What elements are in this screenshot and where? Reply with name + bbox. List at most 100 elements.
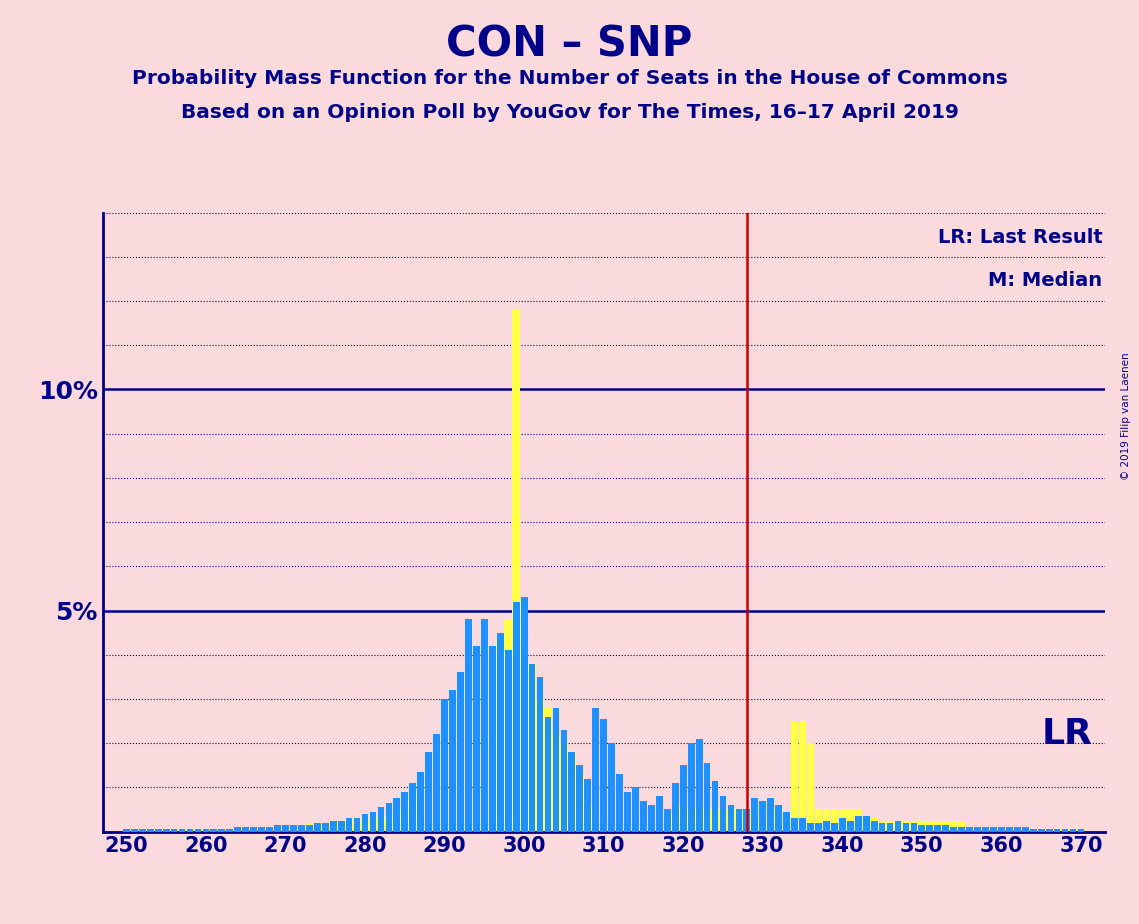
- Bar: [257, 827, 265, 832]
- Bar: [958, 827, 965, 832]
- Text: M: Median: M: Median: [989, 272, 1103, 290]
- Bar: [584, 779, 591, 832]
- Bar: [616, 792, 623, 832]
- Bar: [346, 819, 352, 832]
- Text: CON – SNP: CON – SNP: [446, 23, 693, 65]
- Bar: [1014, 827, 1021, 832]
- Bar: [568, 754, 575, 832]
- Bar: [608, 743, 615, 832]
- Bar: [473, 646, 480, 832]
- Bar: [1046, 830, 1052, 832]
- Bar: [838, 809, 846, 832]
- Bar: [449, 721, 457, 832]
- Bar: [958, 821, 966, 832]
- Bar: [816, 822, 822, 832]
- Bar: [966, 827, 974, 832]
- Bar: [760, 800, 767, 832]
- Bar: [393, 809, 401, 832]
- Bar: [521, 602, 527, 832]
- Bar: [297, 825, 305, 832]
- Bar: [942, 821, 950, 832]
- Bar: [830, 809, 838, 832]
- Bar: [528, 663, 535, 832]
- Bar: [321, 822, 329, 832]
- Bar: [806, 743, 814, 832]
- Bar: [369, 811, 376, 832]
- Bar: [918, 821, 926, 832]
- Bar: [377, 819, 385, 832]
- Bar: [784, 811, 790, 832]
- Bar: [950, 821, 958, 832]
- Bar: [672, 814, 679, 832]
- Bar: [1062, 830, 1068, 832]
- Bar: [719, 809, 727, 832]
- Bar: [187, 830, 194, 832]
- Bar: [870, 821, 877, 832]
- Bar: [489, 655, 497, 832]
- Bar: [243, 827, 249, 832]
- Bar: [544, 717, 551, 832]
- Bar: [560, 743, 567, 832]
- Bar: [974, 827, 982, 832]
- Bar: [409, 783, 416, 832]
- Bar: [219, 830, 226, 832]
- Bar: [648, 805, 655, 832]
- Bar: [155, 830, 162, 832]
- Bar: [776, 805, 782, 832]
- Bar: [966, 827, 973, 832]
- Bar: [727, 809, 735, 832]
- Bar: [863, 816, 869, 832]
- Bar: [433, 735, 440, 832]
- Bar: [1054, 830, 1060, 832]
- Bar: [385, 819, 393, 832]
- Bar: [974, 827, 981, 832]
- Bar: [528, 663, 535, 832]
- Bar: [123, 830, 130, 832]
- Bar: [481, 663, 489, 832]
- Bar: [814, 809, 822, 832]
- Bar: [227, 830, 233, 832]
- Bar: [353, 819, 361, 832]
- Bar: [680, 765, 687, 832]
- Bar: [417, 772, 424, 832]
- Bar: [942, 825, 949, 832]
- Bar: [680, 805, 687, 832]
- Bar: [274, 825, 281, 832]
- Bar: [688, 743, 695, 832]
- Bar: [473, 676, 481, 832]
- Bar: [265, 827, 273, 832]
- Bar: [894, 821, 902, 832]
- Bar: [624, 800, 631, 832]
- Bar: [313, 822, 321, 832]
- Bar: [752, 798, 759, 832]
- Bar: [1077, 830, 1084, 832]
- Bar: [998, 827, 1005, 832]
- Bar: [735, 809, 743, 832]
- Bar: [163, 830, 170, 832]
- Bar: [600, 719, 607, 832]
- Bar: [210, 830, 218, 832]
- Bar: [354, 819, 360, 832]
- Bar: [1062, 830, 1068, 832]
- Bar: [298, 825, 305, 832]
- Bar: [457, 721, 465, 832]
- Bar: [632, 809, 639, 832]
- Bar: [1030, 830, 1036, 832]
- Bar: [1006, 827, 1013, 832]
- Bar: [768, 798, 775, 832]
- Bar: [672, 783, 679, 832]
- Bar: [481, 619, 487, 832]
- Bar: [743, 809, 751, 832]
- Bar: [139, 830, 146, 832]
- Bar: [608, 787, 615, 832]
- Bar: [1077, 830, 1084, 832]
- Bar: [306, 825, 313, 832]
- Bar: [808, 822, 814, 832]
- Bar: [385, 803, 392, 832]
- Bar: [536, 699, 543, 832]
- Bar: [704, 763, 711, 832]
- Bar: [847, 821, 853, 832]
- Bar: [465, 699, 473, 832]
- Bar: [878, 821, 886, 832]
- Bar: [449, 690, 456, 832]
